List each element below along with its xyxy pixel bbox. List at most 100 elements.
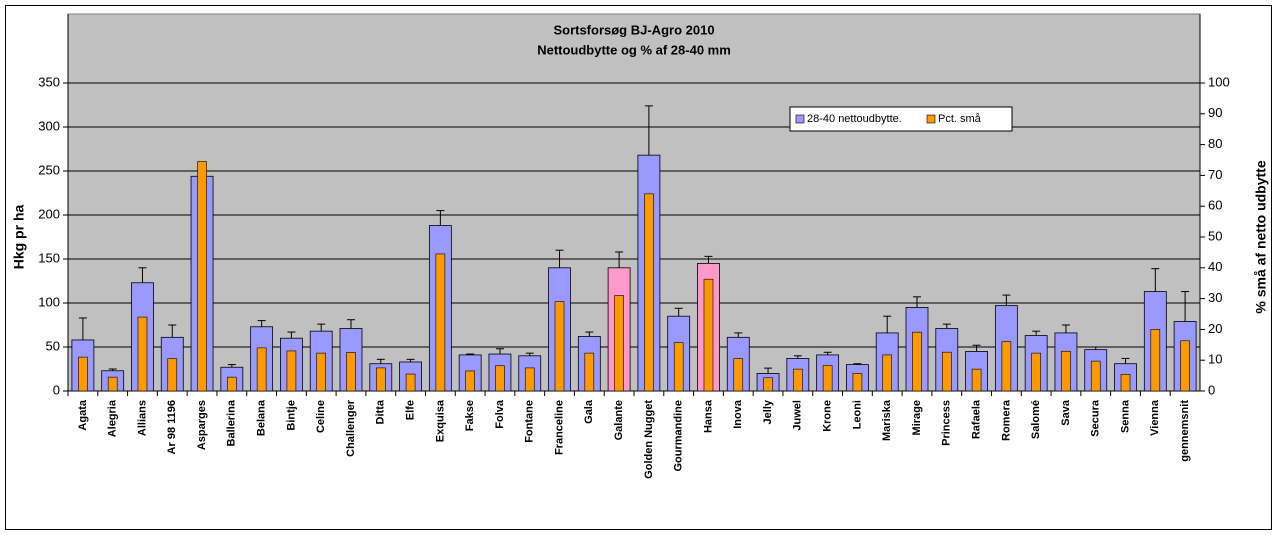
x-tick-label: Challenger [345,399,357,457]
legend-label: 28-40 nettoudbytte. [807,113,902,125]
y-axis-label: Hkg pr ha [11,205,27,270]
x-tick-label: Fakse [464,400,476,431]
x-tick-label: Ditta [375,399,387,424]
y2-tick-label: 60 [1208,198,1222,213]
bar [405,373,416,392]
bar [703,278,714,392]
y2-tick-label: 70 [1208,167,1222,182]
x-tick-label: Krone [822,400,834,432]
bar [971,368,982,392]
bar [733,358,744,392]
x-tick-label: Senna [1119,399,1131,433]
x-tick-label: Bintje [285,400,297,431]
bar [286,350,297,392]
x-tick-label: Belana [256,399,268,436]
bar [435,253,446,392]
bar [167,358,178,392]
bar [137,316,148,392]
y-tick-label: 350 [38,74,60,89]
legend-box [789,106,1013,132]
bar [1031,352,1041,392]
y2-tick-label: 90 [1208,105,1222,120]
x-tick-label: Ballerina [226,399,238,446]
y-tick-label: 200 [38,206,60,221]
x-tick-label: Romera [1000,399,1012,441]
bar [614,295,624,392]
x-tick-label: Folva [494,399,506,429]
bar [1061,350,1071,392]
bar [1120,374,1131,392]
x-tick-label: Elfe [404,400,416,420]
y2-tick-label: 100 [1208,74,1230,89]
bar [882,354,893,392]
bar [644,193,654,392]
bar [524,367,535,392]
x-tick-label: Gala [583,399,595,424]
bar [822,365,833,392]
bar [375,367,386,392]
legend-swatch [926,114,936,124]
chart-title: Sortsforsøg BJ-Agro 2010 [553,22,714,37]
bar [1180,340,1190,392]
x-tick-label: Leoni [851,400,863,429]
bar [1090,360,1101,392]
legend-swatch [795,114,805,124]
bar [107,376,118,392]
x-tick-label: Asparges [196,400,208,450]
x-tick-label: Franceline [553,400,565,455]
x-tick-label: Salomé [1030,400,1042,439]
x-tick-label: Inova [732,399,744,429]
x-tick-label: Princess [941,400,953,446]
bar [227,376,237,392]
x-tick-label: Vienna [1149,399,1161,436]
plot-area [67,13,1201,392]
x-tick-label: Juwel [792,400,804,431]
x-tick-label: Sava [1060,399,1072,426]
y2-tick-label: 50 [1208,228,1222,243]
y2-tick-label: 30 [1208,290,1222,305]
x-tick-label: Agata [77,399,89,430]
bar [197,161,207,392]
x-tick-label: Jelly [762,399,774,424]
chart-subtitle: Nettoudbytte og % af 28-40 mm [537,42,731,57]
bar [941,351,952,392]
y2-axis-label: % små af netto udbytte [1253,160,1269,313]
x-tick-label: Golden Nugget [643,400,655,479]
x-tick-label: gennemsnit [1179,400,1191,462]
bar [256,347,267,392]
bar [316,352,327,392]
bar [673,342,684,392]
y2-tick-label: 40 [1208,259,1222,274]
legend-label: Pct. små [938,113,982,125]
y-tick-label: 0 [53,382,60,397]
x-tick-label: Mirage [911,400,923,435]
bar [78,356,88,392]
y-tick-label: 250 [38,162,60,177]
x-tick-label: Ar 98 1196 [166,400,178,454]
y-tick-label: 50 [46,338,60,353]
x-tick-label: Secura [1090,399,1102,437]
bar [1150,329,1161,392]
bar [793,368,803,392]
bar [554,301,565,392]
y-tick-label: 300 [38,118,60,133]
x-tick-label: Allians [136,400,148,436]
x-tick-label: Alegria [107,399,119,437]
x-tick-label: Fontane [524,400,536,443]
y-tick-label: 100 [38,294,60,309]
x-tick-label: Mariska [881,399,893,441]
bar [584,352,595,392]
y-tick-label: 150 [38,250,60,265]
bar [852,373,863,392]
x-tick-label: Rafaela [970,399,982,439]
y2-tick-label: 10 [1208,352,1222,367]
bar [1001,341,1012,392]
x-tick-label: Exquisa [434,399,446,442]
x-tick-label: Galante [613,400,625,440]
bar [912,331,922,392]
y2-tick-label: 0 [1208,382,1215,397]
x-tick-label: Gourmandine [673,400,685,472]
bar [763,377,773,392]
x-tick-label: Celine [315,400,327,433]
